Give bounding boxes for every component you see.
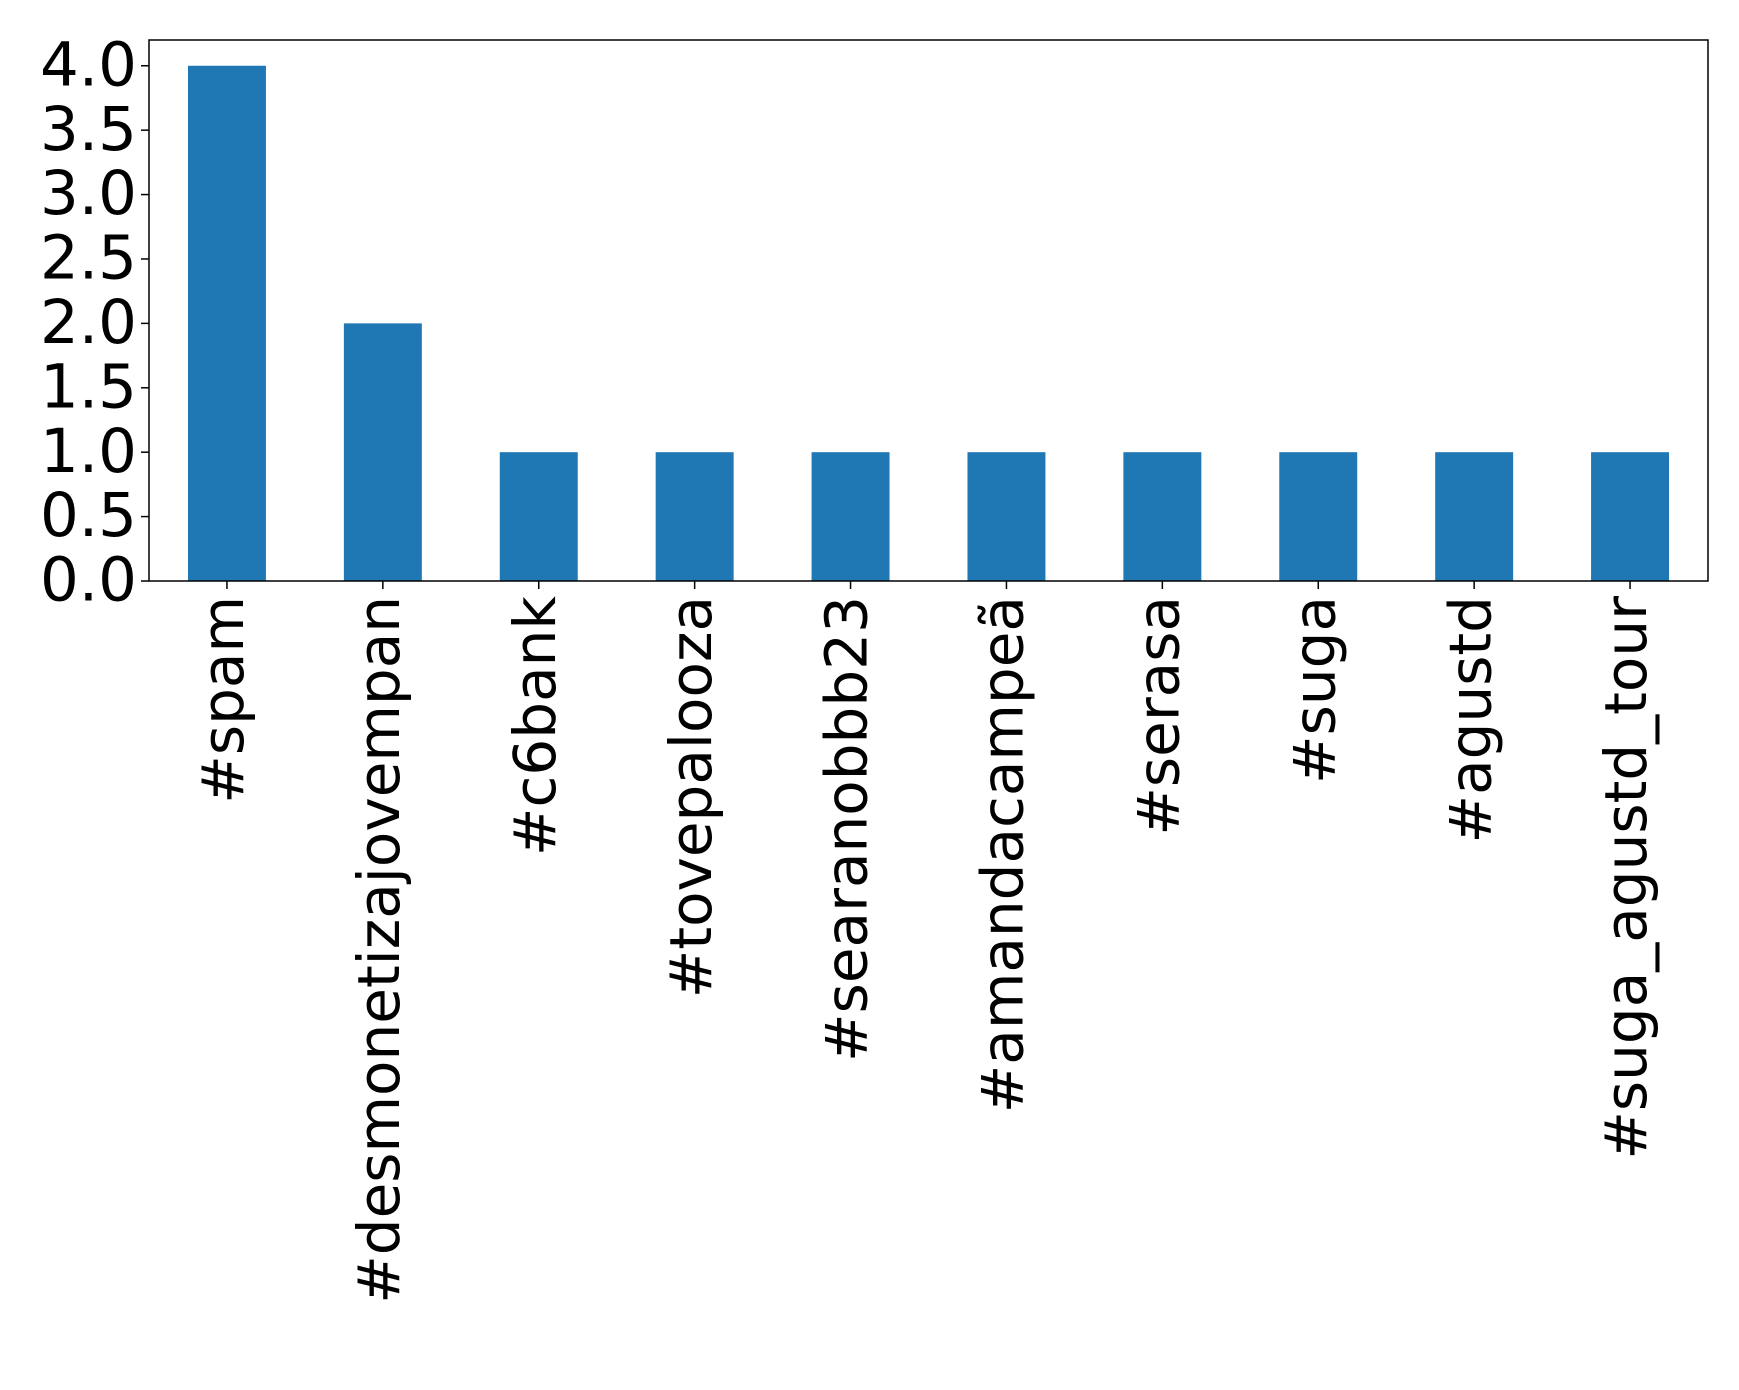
y-tick-label: 1.0 [40,416,137,487]
bar [1123,452,1202,581]
y-tick-label: 2.5 [40,223,137,294]
bar [1279,452,1358,581]
bar [655,452,734,581]
bar [811,452,890,581]
bar [1435,452,1514,581]
x-tick-label: #tovepalooza [657,596,725,998]
x-tick-label: #desmonetizajovempan [345,596,413,1304]
y-tick-label: 0.0 [40,545,137,616]
y-tick-label: 3.0 [40,158,137,229]
x-tick-label: #serasa [1124,596,1192,836]
x-tick-label: #searanobbb23 [813,596,881,1062]
x-tick-label: #amandacampeã [969,596,1037,1113]
y-tick-label: 4.0 [40,29,137,100]
bar [967,452,1046,581]
x-tick-label: #suga [1280,596,1348,784]
x-tick-label: #spam [189,596,257,804]
y-tick-label: 0.5 [40,480,137,551]
y-tick-label: 3.5 [40,94,137,165]
bar [187,65,266,581]
x-tick-label: #agustd [1436,596,1504,844]
x-tick-label: #c6bank [501,596,569,857]
bar [499,452,578,581]
y-tick-label: 2.0 [40,287,137,358]
bar [1591,452,1670,581]
plot-frame [148,39,1709,582]
y-tick-label: 1.5 [40,351,137,422]
x-tick-label: #suga_agustd_tour [1592,596,1660,1160]
bar [343,323,422,581]
